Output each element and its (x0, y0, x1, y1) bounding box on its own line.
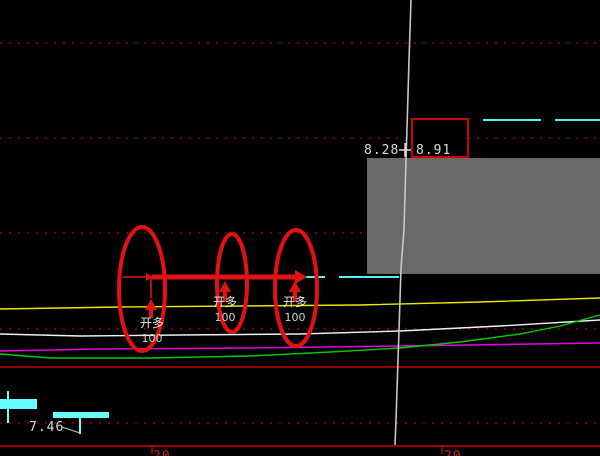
x-axis-label[interactable]: 20 (444, 449, 462, 456)
signal-qty: 100 (214, 311, 236, 324)
signal-qty: 100 (141, 332, 163, 345)
ma-yellow-line (0, 297, 600, 310)
candle-body (0, 399, 37, 409)
crosshair-line (394, 0, 412, 446)
ma-magenta-line (0, 342, 600, 352)
thick-arrow-head (295, 270, 307, 284)
signal-action: 开多 (212, 295, 237, 309)
signal-label: 开多 100 (124, 316, 180, 346)
signal-label: 开多 100 (267, 295, 323, 325)
up-arrow-head (219, 281, 231, 292)
signal-circle (273, 228, 319, 348)
price-callout-box (411, 118, 469, 158)
price-label-boxed[interactable]: 8.91 (416, 143, 452, 158)
signal-action: 开多 (282, 295, 307, 309)
ma-white-line (0, 319, 600, 337)
x-axis-label[interactable]: 20 (153, 449, 171, 456)
ma-green-line (0, 314, 600, 359)
signal-circle (215, 232, 249, 334)
signal-label: 开多 100 (197, 295, 253, 325)
callout-pointer-line (61, 426, 81, 434)
price-label-left: 8.28 (364, 143, 400, 158)
signal-circle (117, 225, 167, 353)
up-arrow-head (145, 299, 157, 310)
signal-action: 开多 (139, 316, 164, 330)
signal-qty: 100 (284, 311, 306, 324)
thin-arrow-head (146, 273, 153, 281)
candle-body (53, 412, 109, 418)
low-price-label: 7.46 (29, 420, 65, 435)
up-arrow-head (289, 281, 301, 292)
